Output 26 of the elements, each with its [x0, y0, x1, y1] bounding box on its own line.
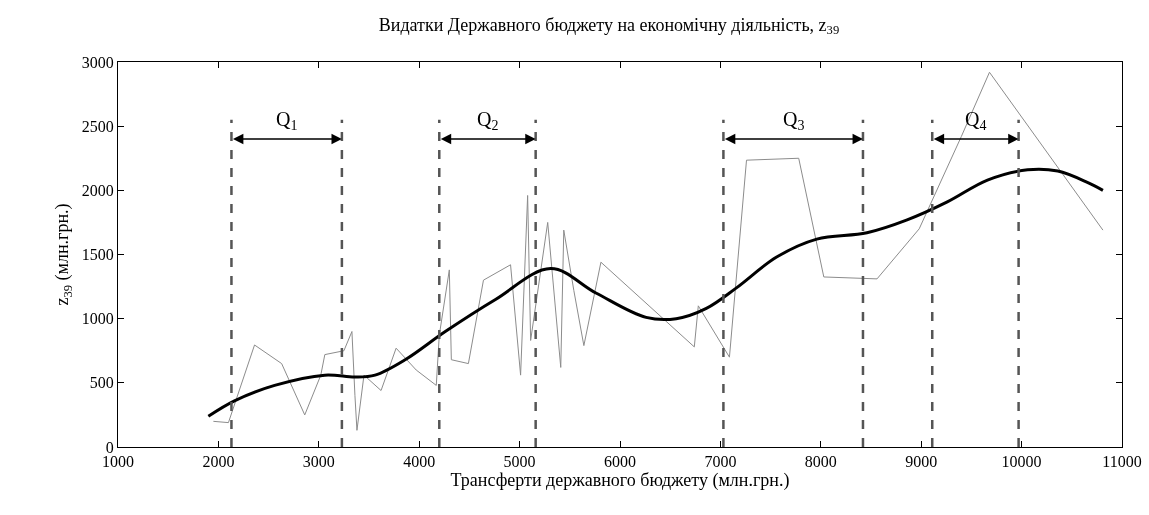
x-tick-label: 1000 — [102, 453, 134, 471]
x-tick-label: 2000 — [202, 453, 235, 471]
x-tick-label: 6000 — [604, 453, 636, 471]
annotation: Q$_{4}$ — [965, 108, 987, 134]
annotation: Q$_{2}$ — [477, 108, 499, 134]
y-tick-label: 0 — [105, 438, 114, 456]
x-tick-label: 10000 — [1001, 453, 1042, 471]
line-series — [206, 167, 1105, 418]
x-tick-label: 8000 — [804, 453, 837, 471]
x-tick-label: 5000 — [503, 453, 536, 471]
y-tick-label: 3000 — [81, 53, 114, 71]
line-series — [212, 71, 1104, 431]
y-tick-label: 1000 — [81, 310, 114, 328]
y-tick-label: 1500 — [81, 246, 114, 264]
y-tick-label: 500 — [89, 374, 114, 392]
y-tick-label: 2500 — [81, 117, 114, 135]
x-tick-label: 4000 — [403, 453, 436, 471]
x-tick-label: 11000 — [1102, 453, 1142, 471]
x-tick-label: 9000 — [905, 453, 938, 471]
chart-title: Видатки Державного бюджету на економічну діяльність, z$_{39}$ — [378, 14, 840, 38]
x-tick-label: 3000 — [302, 453, 335, 471]
annotation: Q$_{1}$ — [276, 108, 298, 134]
annotation: Q$_{3}$ — [783, 108, 805, 134]
y-tick-label: 2000 — [81, 181, 114, 199]
x-axis-title: Трансферти державного бюджету (млн.грн.) — [450, 470, 790, 492]
x-tick-label: 7000 — [704, 453, 737, 471]
